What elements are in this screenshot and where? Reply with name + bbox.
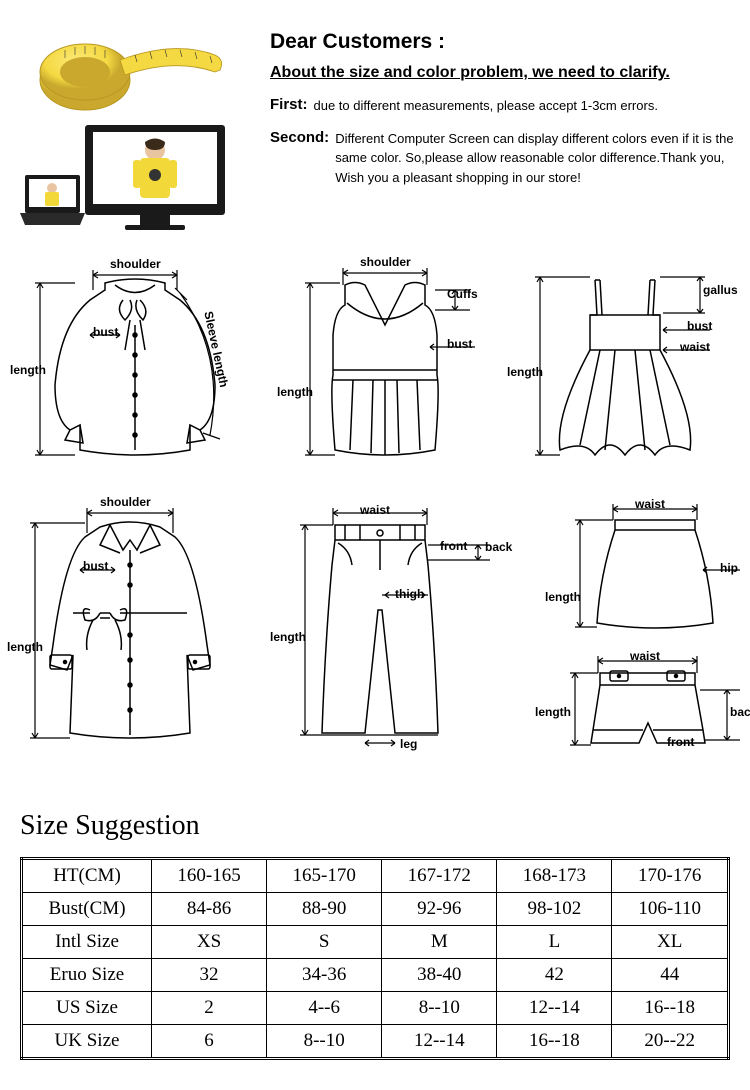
- diagram-pants-shorts-col: waist front back thigh length leg: [260, 495, 530, 760]
- table-cell: 32: [152, 959, 267, 992]
- table-cell: 12--14: [497, 992, 612, 1025]
- table-cell: 8--10: [382, 992, 497, 1025]
- table-row: Eruo Size3234-3638-404244: [22, 959, 729, 992]
- table-cell: XL: [612, 926, 729, 959]
- label-waist: waist: [360, 503, 390, 517]
- second-text: Different Computer Screen can display di…: [335, 127, 735, 188]
- diagram-skirt: waist hip length: [545, 495, 745, 640]
- diagram-shorts: waist length front back: [545, 645, 745, 760]
- label-length: length: [545, 590, 581, 604]
- label-waist: waist: [680, 340, 710, 354]
- table-cell: 2: [152, 992, 267, 1025]
- diagram-blouse: shoulder bust length Sleeve length: [15, 255, 260, 475]
- clarify-line: About the size and color problem, we nee…: [270, 64, 735, 82]
- label-waist: waist: [635, 497, 665, 511]
- label-shoulder: shoulder: [110, 257, 161, 271]
- label-length: length: [507, 365, 543, 379]
- table-row: Bust(CM)84-8688-9092-9698-102106-110: [22, 893, 729, 926]
- monitors-image: [15, 120, 235, 235]
- diagram-row-1: shoulder bust length Sleeve length: [15, 255, 735, 475]
- table-cell: 12--14: [382, 1025, 497, 1059]
- label-length: length: [535, 705, 571, 719]
- table-cell: 38-40: [382, 959, 497, 992]
- table-row: US Size24--68--1012--1416--18: [22, 992, 729, 1025]
- table-cell: 88-90: [267, 893, 382, 926]
- table-cell: S: [267, 926, 382, 959]
- header-section: Dear Customers : About the size and colo…: [0, 0, 750, 245]
- label-front: front: [440, 539, 467, 553]
- label-back: back: [730, 705, 750, 719]
- header-imagery: [15, 20, 255, 235]
- table-cell: 8--10: [267, 1025, 382, 1059]
- first-point: First: due to different measurements, pl…: [270, 94, 735, 117]
- label-leg: leg: [400, 737, 417, 751]
- table-cell: 92-96: [382, 893, 497, 926]
- row-label: Intl Size: [22, 926, 152, 959]
- table-cell: 4--6: [267, 992, 382, 1025]
- label-gallus: gallus: [703, 283, 738, 297]
- label-thigh: thigh: [395, 587, 424, 601]
- row-label: Bust(CM): [22, 893, 152, 926]
- table-cell: 167-172: [382, 859, 497, 893]
- table-cell: M: [382, 926, 497, 959]
- diagram-dress: gallus bust waist length: [505, 255, 740, 475]
- table-cell: 42: [497, 959, 612, 992]
- label-bust: bust: [447, 337, 472, 351]
- header-text: Dear Customers : About the size and colo…: [270, 20, 735, 235]
- table-cell: 34-36: [267, 959, 382, 992]
- label-waist: waist: [630, 649, 660, 663]
- label-bust: bust: [687, 319, 712, 333]
- table-cell: 165-170: [267, 859, 382, 893]
- greeting-text: Dear Customers :: [270, 30, 735, 54]
- label-length: length: [10, 363, 46, 377]
- label-shoulder: shoulder: [360, 255, 411, 269]
- table-cell: 106-110: [612, 893, 729, 926]
- row-label: HT(CM): [22, 859, 152, 893]
- diagram-tank: shoulder Cuffs bust length: [275, 255, 490, 475]
- first-text: due to different measurements, please ac…: [314, 94, 658, 117]
- table-cell: 160-165: [152, 859, 267, 893]
- row-label: Eruo Size: [22, 959, 152, 992]
- table-cell: 98-102: [497, 893, 612, 926]
- label-length: length: [7, 640, 43, 654]
- table-cell: 84-86: [152, 893, 267, 926]
- measurement-diagrams: shoulder bust length Sleeve length: [0, 245, 750, 800]
- label-shoulder: shoulder: [100, 495, 151, 509]
- table-cell: 168-173: [497, 859, 612, 893]
- label-bust: bust: [83, 559, 108, 573]
- table-cell: L: [497, 926, 612, 959]
- first-label: First:: [270, 94, 308, 117]
- size-suggestion-heading: Size Suggestion: [0, 800, 750, 857]
- label-hip: hip: [720, 561, 738, 575]
- tape-measure-image: [15, 20, 235, 115]
- label-length: length: [277, 385, 313, 399]
- label-cuffs: Cuffs: [447, 287, 478, 301]
- second-label: Second:: [270, 127, 329, 188]
- diagram-row-2: shoulder bust length: [15, 495, 735, 760]
- size-suggestion-table: HT(CM)160-165165-170167-172168-173170-17…: [20, 857, 730, 1060]
- row-label: UK Size: [22, 1025, 152, 1059]
- diagram-pants: waist front back thigh length leg: [260, 495, 530, 750]
- label-back: back: [485, 540, 512, 554]
- table-cell: 16--18: [612, 992, 729, 1025]
- table-cell: 44: [612, 959, 729, 992]
- diagram-skirt-shorts-col: waist hip length: [545, 495, 745, 760]
- table-cell: XS: [152, 926, 267, 959]
- table-row: Intl SizeXSSMLXL: [22, 926, 729, 959]
- label-front: front: [667, 735, 694, 749]
- label-bust: bust: [93, 325, 118, 339]
- label-length: length: [270, 630, 306, 644]
- second-point: Second: Different Computer Screen can di…: [270, 127, 735, 188]
- table-row: HT(CM)160-165165-170167-172168-173170-17…: [22, 859, 729, 893]
- table-cell: 170-176: [612, 859, 729, 893]
- row-label: US Size: [22, 992, 152, 1025]
- diagram-coat: shoulder bust length: [15, 495, 245, 755]
- table-cell: 6: [152, 1025, 267, 1059]
- table-cell: 16--18: [497, 1025, 612, 1059]
- table-cell: 20--22: [612, 1025, 729, 1059]
- table-row: UK Size68--1012--1416--1820--22: [22, 1025, 729, 1059]
